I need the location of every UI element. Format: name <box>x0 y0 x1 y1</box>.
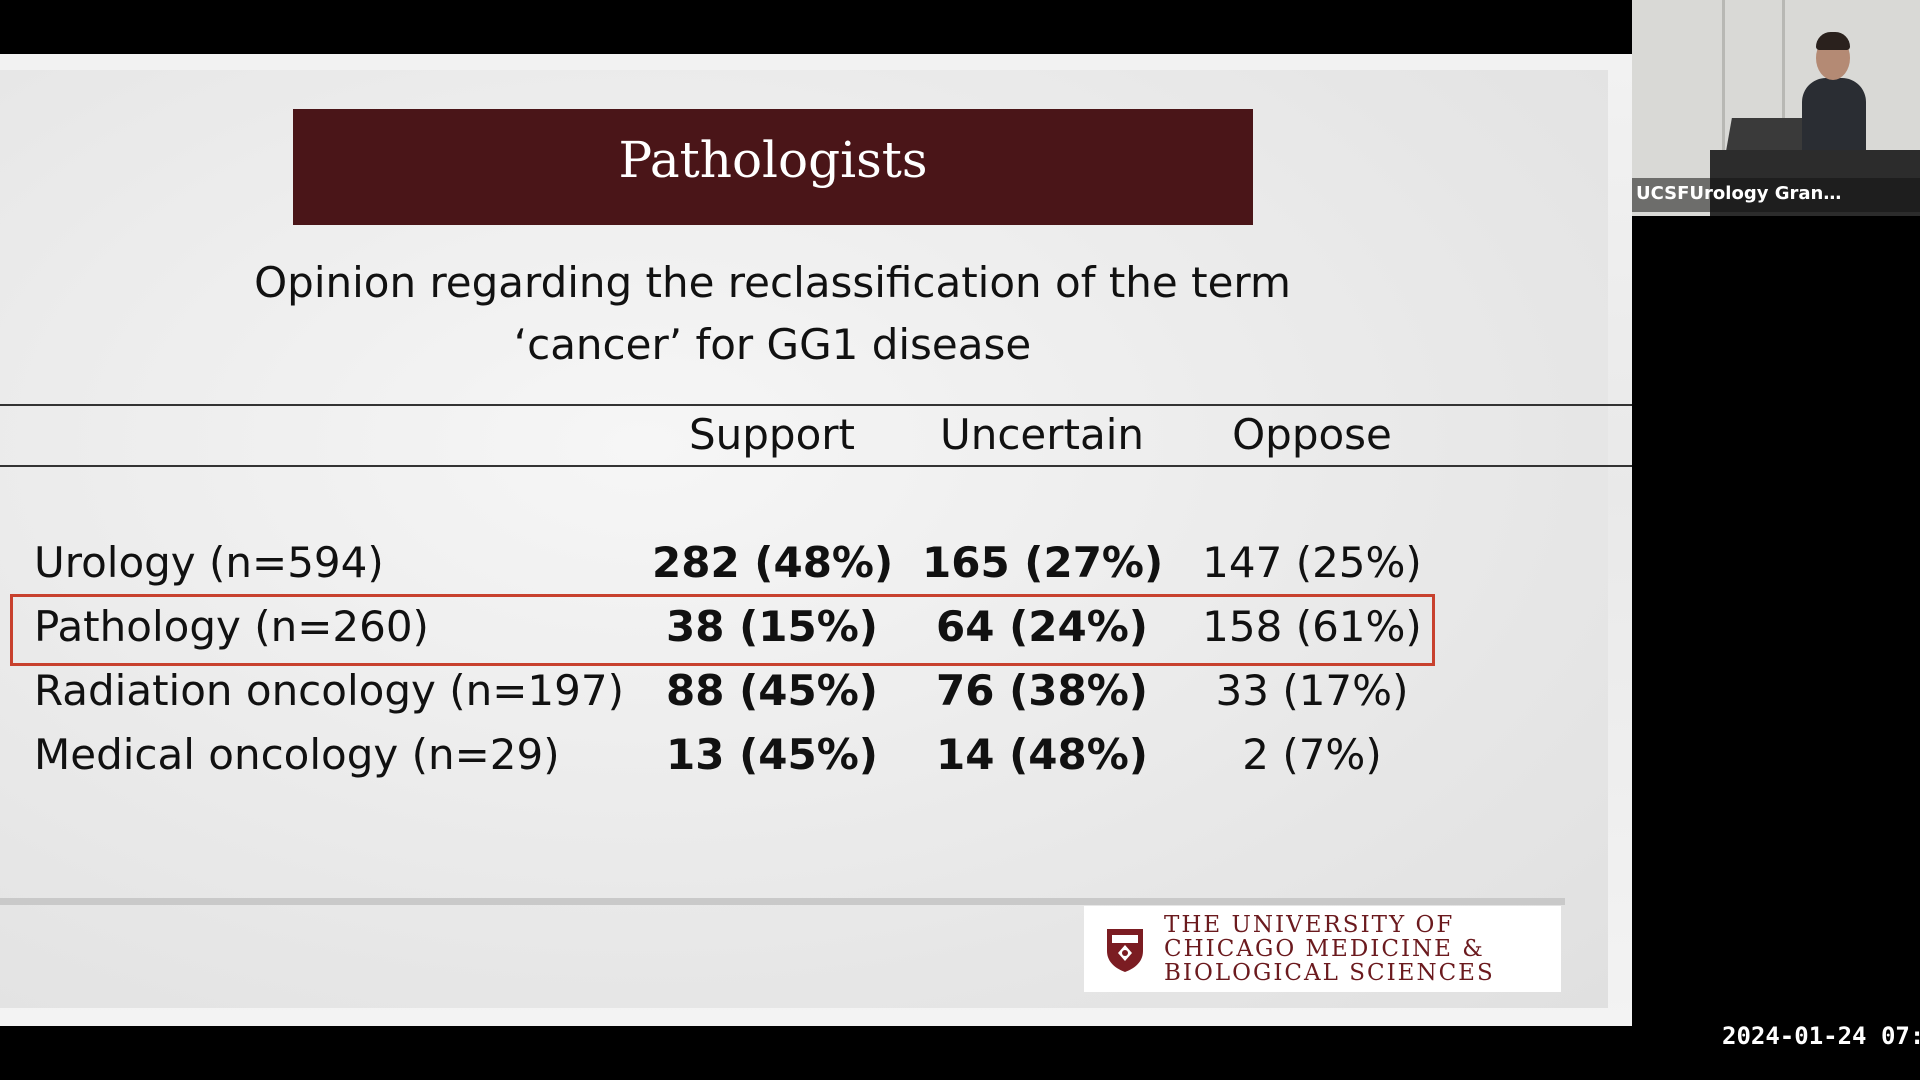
speaker-video-thumbnail[interactable]: UCSFUrology Grand ... <box>1632 0 1920 216</box>
column-header-oppose: Oppose <box>1232 410 1392 459</box>
wall-panel-line <box>1722 0 1725 150</box>
table-header-top-rule <box>0 404 1632 406</box>
slide-title: Pathologists <box>618 131 928 189</box>
cell-urology-oppose: 147 (25%) <box>1202 538 1422 587</box>
cell-radiation-oppose: 33 (17%) <box>1215 666 1409 715</box>
presentation-slide: Pathologists Opinion regarding the recla… <box>0 54 1632 1026</box>
subtitle-line-2: ‘cancer’ for GG1 disease <box>513 320 1032 369</box>
logo-line-2: CHICAGO MEDICINE & <box>1164 936 1485 962</box>
row-label-medical-oncology: Medical oncology (n=29) <box>34 730 560 779</box>
cell-pathology-uncertain: 64 (24%) <box>936 602 1148 651</box>
recording-timestamp: 2024-01-24 07:1 <box>1722 1022 1920 1050</box>
speaker-hair <box>1816 32 1850 50</box>
university-logo-text: THE UNIVERSITY OF CHICAGO MEDICINE & BIO… <box>1164 913 1495 985</box>
video-label-bar: UCSFUrology Grand ... <box>1632 178 1920 212</box>
cell-pathology-oppose: 158 (61%) <box>1202 602 1422 651</box>
cell-pathology-support: 38 (15%) <box>666 602 878 651</box>
cell-medical-oppose: 2 (7%) <box>1242 730 1382 779</box>
slide-subtitle: Opinion regarding the reclassification o… <box>160 252 1385 376</box>
cell-medical-uncertain: 14 (48%) <box>936 730 1148 779</box>
university-logo: THE UNIVERSITY OF CHICAGO MEDICINE & BIO… <box>1084 906 1561 992</box>
cell-urology-uncertain: 165 (27%) <box>922 538 1164 587</box>
university-shield-icon <box>1107 929 1143 972</box>
cell-medical-support: 13 (45%) <box>666 730 878 779</box>
subtitle-line-1: Opinion regarding the reclassification o… <box>254 258 1291 307</box>
pathology-row-highlight <box>10 594 1435 666</box>
cell-radiation-uncertain: 76 (38%) <box>936 666 1148 715</box>
row-label-urology: Urology (n=594) <box>34 538 384 587</box>
cell-radiation-support: 88 (45%) <box>666 666 878 715</box>
logo-line-1: THE UNIVERSITY OF <box>1164 912 1455 938</box>
row-label-pathology: Pathology (n=260) <box>34 602 429 651</box>
cell-urology-support: 282 (48%) <box>652 538 894 587</box>
slide-footer-bar <box>0 898 1565 905</box>
column-header-support: Support <box>688 410 856 459</box>
wall-panel-line <box>1782 0 1785 150</box>
slide-background <box>0 70 1608 1008</box>
row-label-radiation-oncology: Radiation oncology (n=197) <box>34 666 624 715</box>
column-header-uncertain: Uncertain <box>939 410 1145 459</box>
table-header-bottom-rule <box>0 465 1632 467</box>
logo-line-3: BIOLOGICAL SCIENCES <box>1164 960 1495 986</box>
slide-title-banner: Pathologists <box>293 109 1253 225</box>
video-participant-name: UCSFUrology Grand ... <box>1636 183 1846 204</box>
